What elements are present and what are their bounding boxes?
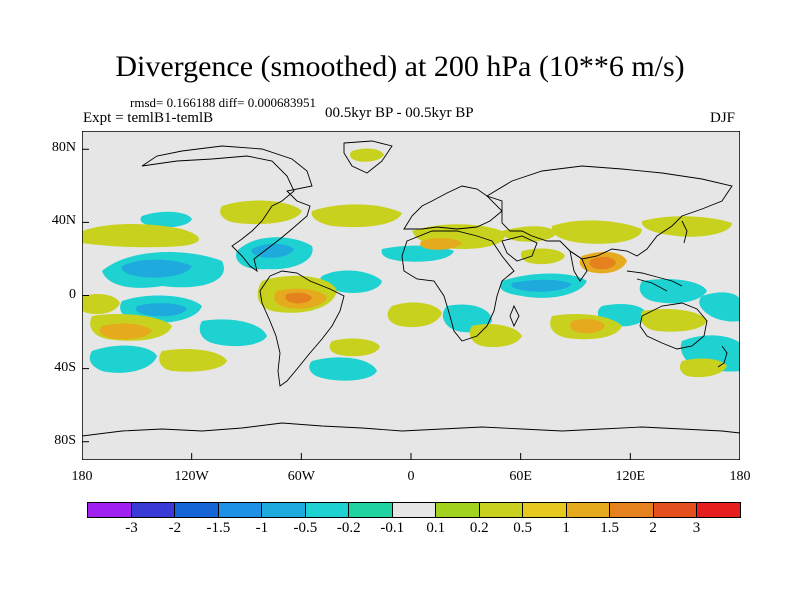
colorbar-label: 0.2 xyxy=(469,520,489,536)
colorbar-label: -0.2 xyxy=(336,520,361,536)
latitude-label: 0 xyxy=(69,286,76,302)
coastlines xyxy=(82,140,740,437)
colorbar-swatch xyxy=(566,503,611,517)
colorbar-swatch xyxy=(436,503,480,517)
map-axes xyxy=(82,148,740,460)
colorbar-label: 2 xyxy=(649,520,657,536)
colorbar-swatch xyxy=(131,503,176,517)
colorbar-swatch xyxy=(349,503,393,517)
period-label: 00.5kyr BP - 00.5kyr BP xyxy=(325,105,474,121)
colorbar-label: -1.5 xyxy=(206,520,231,536)
colorbar-label: 3 xyxy=(692,520,701,536)
colorbar-swatch xyxy=(479,503,524,517)
colorbar-swatch xyxy=(305,503,350,517)
colorbar-label: -3 xyxy=(125,520,138,536)
latitude-label: 80N xyxy=(51,140,76,156)
colorbar-swatch xyxy=(262,503,306,517)
latitude-label: 40S xyxy=(54,359,76,375)
peak-positive-regions xyxy=(285,256,616,304)
contour-fields xyxy=(82,148,740,381)
colorbar-swatch xyxy=(697,503,740,517)
longitude-label: 0 xyxy=(407,469,415,484)
strong-negative-regions xyxy=(121,243,572,317)
chart-title: Divergence (smoothed) at 200 hPa (10**6 … xyxy=(115,50,685,83)
longitude-label: 120W xyxy=(174,469,209,484)
colorbar-swatch xyxy=(88,503,132,517)
longitude-label: 60W xyxy=(287,469,315,484)
map-background xyxy=(82,131,740,460)
colorbar-swatch xyxy=(653,503,698,517)
latitude-label: 40N xyxy=(51,213,76,229)
colorbar-swatch xyxy=(218,503,263,517)
colorbar-swatch xyxy=(523,503,567,517)
longitude-label: 60E xyxy=(509,469,532,484)
colorbar-label: 0.1 xyxy=(426,520,446,536)
colorbar-label: -0.1 xyxy=(380,520,405,536)
longitude-label: 180 xyxy=(729,469,751,484)
colorbar-label: -1 xyxy=(255,520,269,536)
colorbar-label: -0.5 xyxy=(293,520,318,536)
experiment-label: Expt = temlB1-temlB xyxy=(83,110,214,126)
latitude-label: 80S xyxy=(54,432,76,448)
longitude-label: 180 xyxy=(71,469,93,484)
colorbar-label: -2 xyxy=(168,520,182,536)
colorbar-swatch xyxy=(610,503,654,517)
colorbar-swatch xyxy=(392,503,437,517)
colorbar xyxy=(87,502,741,518)
colorbar-label: 1 xyxy=(562,520,570,536)
season-label: DJF xyxy=(710,110,736,126)
colorbar-label: 1.5 xyxy=(600,520,619,536)
divergence-map xyxy=(82,131,740,460)
stats-line: rmsd= 0.166188 diff= 0.000683951 xyxy=(130,95,316,110)
longitude-label: 120E xyxy=(615,469,646,484)
colorbar-swatch xyxy=(175,503,219,517)
colorbar-label: 0.5 xyxy=(513,520,533,536)
